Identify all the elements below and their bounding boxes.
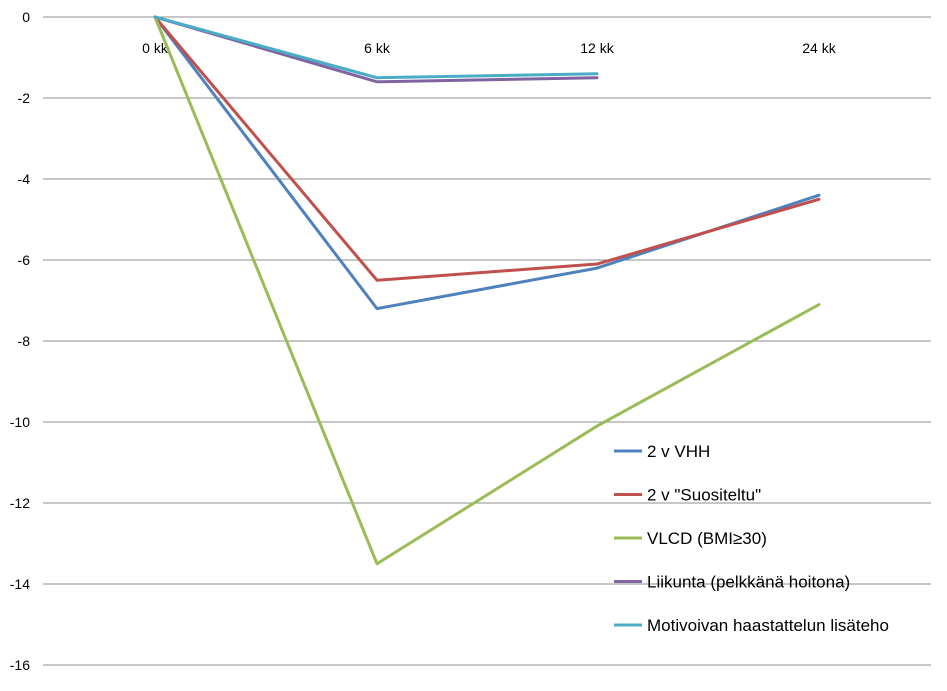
- y-tick-label: -6: [18, 252, 31, 268]
- legend-label: Motivoivan haastattelun lisäteho: [647, 616, 889, 635]
- y-tick-label: -14: [10, 576, 30, 592]
- y-tick-label: 0: [22, 9, 30, 25]
- y-tick-label: -8: [18, 333, 31, 349]
- legend-label: 2 v "Suositeltu": [647, 486, 761, 505]
- legend: 2 v VHH 2 v "Suositeltu" VLCD (BMI≥30) Liik…: [614, 442, 889, 635]
- legend-label: 2 v VHH: [647, 442, 710, 461]
- legend-label: VLCD (BMI≥30): [647, 529, 767, 548]
- x-tick-label: 12 kk: [580, 40, 614, 56]
- series-lines: [153, 15, 821, 566]
- series-line: [153, 15, 821, 566]
- y-tick-label: -10: [10, 414, 30, 430]
- x-tick-label: 0 kk: [142, 40, 169, 56]
- y-tick-label: -12: [10, 495, 30, 511]
- x-axis-tick-labels: 0 kk 6 kk 12 kk 24 kk: [142, 40, 837, 56]
- x-tick-label: 24 kk: [802, 40, 836, 56]
- y-tick-label: -2: [18, 90, 31, 106]
- gridlines: [43, 16, 931, 666]
- series-line: [153, 15, 599, 80]
- legend-label: Liikunta (pelkkänä hoitona): [647, 573, 850, 592]
- y-tick-label: -4: [18, 171, 31, 187]
- series-line: [153, 15, 821, 282]
- y-tick-label: -16: [10, 657, 30, 673]
- x-tick-label: 6 kk: [364, 40, 391, 56]
- y-axis-tick-labels: 0 -2 -4 -6 -8 -10 -12 -14 -16: [10, 9, 30, 673]
